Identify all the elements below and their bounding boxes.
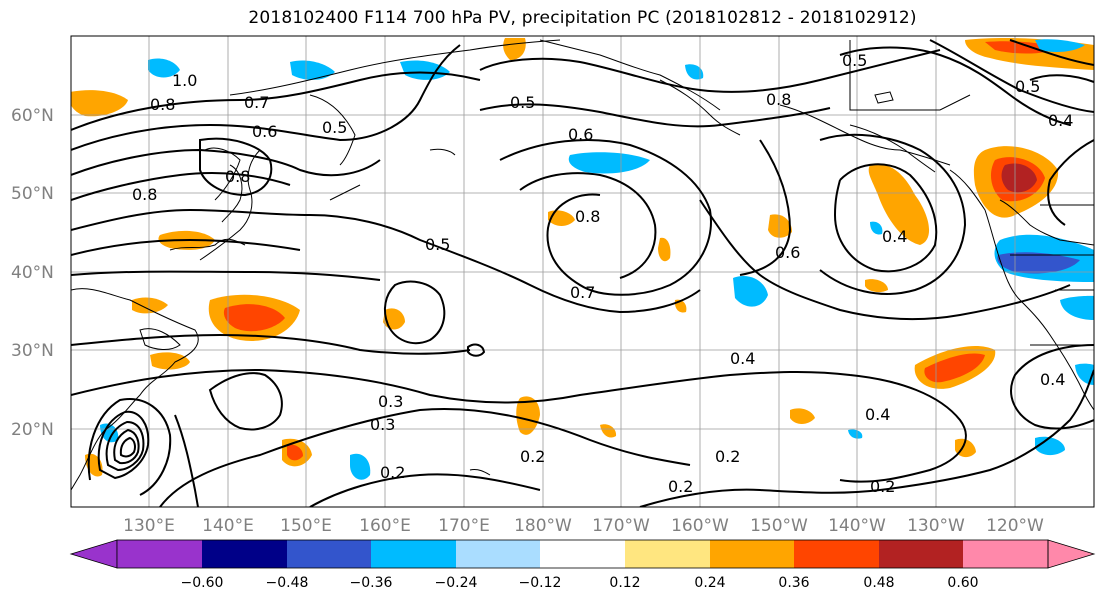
lat-label: 50°N xyxy=(11,184,54,204)
lon-label: 180°W xyxy=(514,516,572,536)
colorbar-tick-label: 0.60 xyxy=(947,575,978,591)
contour-label: 0.6 xyxy=(568,125,593,144)
contour-label: 0.5 xyxy=(842,51,867,70)
contour-label: 1.0 xyxy=(172,71,197,90)
lon-label: 130°E xyxy=(123,516,175,536)
colorbar-extend-right xyxy=(1047,539,1096,569)
colorbar-tick-label: −0.48 xyxy=(266,575,309,591)
lon-label: 120°W xyxy=(986,516,1044,536)
colorbar-segment xyxy=(625,540,710,568)
latitude-labels: 60°N 50°N 40°N 30°N 20°N xyxy=(11,106,54,440)
colorbar-tick-label: 0.12 xyxy=(609,575,640,591)
colorbar-segment xyxy=(371,540,456,568)
colorbar-tick-label: −0.24 xyxy=(435,575,478,591)
contour-label: 0.4 xyxy=(882,227,907,246)
lon-label: 140°E xyxy=(202,516,254,536)
colorbar-segment xyxy=(117,540,202,568)
lat-label: 20°N xyxy=(11,420,54,440)
contour-label: 0.6 xyxy=(775,243,800,262)
lon-label: 140°W xyxy=(828,516,886,536)
pv-contours xyxy=(71,39,1094,507)
colorbar-tick-label: 0.24 xyxy=(694,575,725,591)
contour-label: 0.6 xyxy=(252,122,277,141)
colorbar-segment xyxy=(963,540,1048,568)
contour-label: 0.8 xyxy=(766,90,791,109)
colorbar-segment xyxy=(202,540,287,568)
contour-label: 0.2 xyxy=(520,447,545,466)
contour-label: 0.3 xyxy=(370,415,395,434)
colorbar-segment xyxy=(710,540,794,568)
colorbar-extend-left xyxy=(69,539,118,569)
contour-label: 0.3 xyxy=(378,392,403,411)
colorbar-tick-label: 0.36 xyxy=(778,575,809,591)
colorbar-segment xyxy=(456,540,540,568)
contour-label: 0.8 xyxy=(225,167,250,186)
coastlines xyxy=(71,39,1094,491)
contour-label: 0.7 xyxy=(570,283,595,302)
contour-label: 0.8 xyxy=(575,207,600,226)
colorbar-tick-label: −0.60 xyxy=(181,575,224,591)
colorbar: −0.60 −0.48 −0.36 −0.24 −0.12 0.12 0.24 … xyxy=(69,539,1096,591)
contour-label: 0.8 xyxy=(132,185,157,204)
lon-label: 170°W xyxy=(592,516,650,536)
lon-label: 130°W xyxy=(907,516,965,536)
colorbar-segment xyxy=(540,540,625,568)
lat-label: 30°N xyxy=(11,341,54,361)
lon-label: 170°E xyxy=(438,516,490,536)
map-title: 2018102400 F114 700 hPa PV, precipitatio… xyxy=(248,8,917,28)
contour-label: 0.2 xyxy=(870,477,895,496)
contour-label: 0.8 xyxy=(150,95,175,114)
lat-label: 40°N xyxy=(11,263,54,283)
contour-label: 0.5 xyxy=(425,235,450,254)
map-frame xyxy=(70,35,1095,508)
contour-label: 0.2 xyxy=(668,477,693,496)
lon-label: 160°W xyxy=(671,516,729,536)
colorbar-tick-label: −0.36 xyxy=(350,575,393,591)
colorbar-tick-label: −0.12 xyxy=(519,575,562,591)
contour-label: 0.5 xyxy=(510,93,535,112)
longitude-labels: 130°E 140°E 150°E 160°E 170°E 180°W 170°… xyxy=(123,516,1044,536)
colorbar-segment xyxy=(794,540,879,568)
lon-label: 150°W xyxy=(750,516,808,536)
contour-labels: 1.0 0.8 0.7 0.6 0.5 0.6 0.8 0.5 0.5 0.6 … xyxy=(132,51,1073,496)
contour-label: 0.4 xyxy=(730,349,755,368)
contour-label: 0.5 xyxy=(1015,77,1040,96)
contour-label: 0.5 xyxy=(322,118,347,137)
contour-label: 0.4 xyxy=(865,405,890,424)
contour-label: 0.2 xyxy=(380,463,405,482)
contour-label: 0.2 xyxy=(715,447,740,466)
contour-label: 0.7 xyxy=(244,93,269,112)
precip-negative-shading xyxy=(100,39,1094,480)
lon-label: 150°E xyxy=(280,516,332,536)
contour-label: 0.4 xyxy=(1040,370,1065,389)
contour-label: 0.4 xyxy=(1048,111,1073,130)
colorbar-segment xyxy=(879,540,963,568)
colorbar-segment xyxy=(287,540,371,568)
lat-label: 60°N xyxy=(11,106,54,126)
colorbar-tick-label: 0.48 xyxy=(863,575,894,591)
colorbar-frame xyxy=(116,539,1049,569)
lon-label: 160°E xyxy=(359,516,411,536)
